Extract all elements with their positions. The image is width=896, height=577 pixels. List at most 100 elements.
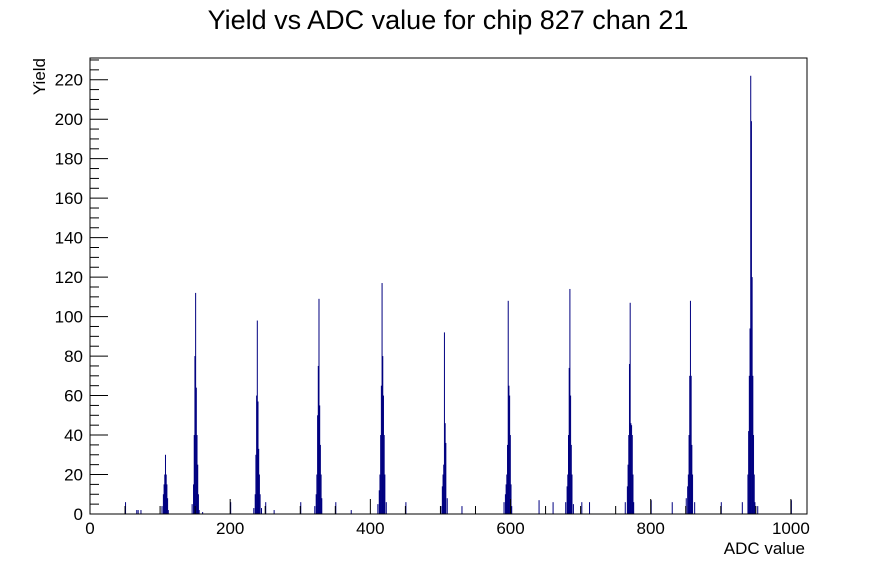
histogram-bar bbox=[256, 395, 258, 514]
histogram-bar bbox=[317, 365, 319, 514]
histogram-bar bbox=[506, 474, 508, 514]
histogram-bar bbox=[628, 363, 630, 514]
y-tick-label: 20 bbox=[64, 466, 83, 485]
histogram-bar bbox=[257, 401, 259, 514]
histogram-bar bbox=[565, 502, 567, 514]
histogram-bar bbox=[445, 442, 447, 514]
histogram-bar bbox=[626, 486, 628, 514]
histogram-bar bbox=[164, 474, 166, 514]
histogram-bar bbox=[319, 444, 321, 514]
histogram-bar bbox=[569, 288, 571, 514]
histogram-bar bbox=[197, 464, 199, 514]
histogram-bar bbox=[446, 498, 448, 514]
histogram-bar bbox=[689, 300, 691, 514]
histogram-bar bbox=[265, 502, 267, 514]
histogram-bar bbox=[751, 277, 753, 514]
histogram-bar bbox=[378, 490, 380, 514]
histogram-bar bbox=[162, 494, 164, 514]
y-tick-label: 0 bbox=[74, 505, 83, 524]
histogram-bar bbox=[567, 474, 569, 514]
histogram-bar bbox=[193, 484, 195, 514]
histogram-bar bbox=[195, 387, 197, 514]
histogram-bar bbox=[753, 435, 755, 514]
histogram-bar bbox=[319, 405, 321, 514]
histogram-bar bbox=[256, 320, 258, 514]
histogram-bar bbox=[385, 502, 387, 514]
histogram-bar bbox=[507, 300, 509, 514]
y-tick-label: 220 bbox=[55, 71, 83, 90]
histogram-bar bbox=[624, 502, 626, 514]
histogram-bar bbox=[508, 385, 510, 514]
x-tick-label: 0 bbox=[85, 519, 94, 538]
histogram-bar bbox=[511, 506, 513, 514]
histogram-bar bbox=[140, 510, 142, 514]
histogram-bar bbox=[441, 486, 443, 514]
histogram-bar bbox=[255, 454, 257, 514]
histogram-bar bbox=[442, 474, 444, 514]
histogram-bar bbox=[566, 486, 568, 514]
chart-title: Yield vs ADC value for chip 827 chan 21 bbox=[208, 5, 689, 35]
histogram-bars bbox=[125, 75, 792, 515]
histogram-bar bbox=[689, 375, 691, 514]
histogram-bar bbox=[748, 431, 750, 514]
histogram-bar bbox=[741, 502, 743, 514]
histogram-bar bbox=[163, 484, 165, 514]
histogram-bar bbox=[538, 500, 540, 514]
y-tick-label: 80 bbox=[64, 347, 83, 366]
histogram-bar bbox=[749, 328, 751, 514]
histogram-bar bbox=[630, 423, 632, 514]
histogram-bar bbox=[581, 502, 583, 514]
y-tick-label: 200 bbox=[55, 110, 83, 129]
y-tick-label: 160 bbox=[55, 189, 83, 208]
histogram-bar bbox=[552, 502, 554, 514]
histogram-bar bbox=[383, 435, 385, 514]
histogram-bar bbox=[747, 474, 749, 514]
histogram-bar bbox=[137, 510, 139, 514]
histogram-bar bbox=[258, 474, 260, 514]
histogram-bar bbox=[629, 302, 631, 514]
histogram-bar bbox=[230, 502, 232, 514]
histogram-bar bbox=[752, 375, 754, 514]
histogram-bar bbox=[504, 494, 506, 514]
histogram-bar bbox=[633, 502, 635, 514]
histogram-bar bbox=[571, 474, 573, 514]
y-tick-label: 100 bbox=[55, 308, 83, 327]
x-tick-label: 600 bbox=[496, 519, 524, 538]
histogram-bar bbox=[688, 435, 690, 514]
histogram-bar bbox=[503, 502, 505, 514]
histogram-bar bbox=[687, 474, 689, 514]
histogram-bar bbox=[166, 484, 168, 514]
histogram-bar bbox=[690, 375, 692, 514]
histogram-bar bbox=[568, 435, 569, 514]
x-tick-label: 200 bbox=[216, 519, 244, 538]
histogram-bar bbox=[790, 500, 792, 514]
histogram-bar bbox=[379, 474, 381, 514]
y-tick-label: 120 bbox=[55, 268, 83, 287]
histogram-bar bbox=[191, 504, 193, 514]
histogram-bar bbox=[320, 474, 322, 514]
histogram-bar bbox=[164, 454, 166, 514]
histogram-bar bbox=[254, 494, 256, 514]
histogram-bar bbox=[196, 435, 198, 514]
histogram-bar bbox=[631, 425, 633, 514]
histogram-bar bbox=[335, 502, 337, 514]
histogram-bar bbox=[509, 435, 511, 514]
histogram-bar bbox=[198, 510, 200, 514]
histogram-bar bbox=[631, 435, 633, 514]
x-tick-label: 400 bbox=[356, 519, 384, 538]
histogram-bar bbox=[694, 502, 696, 514]
histogram-bar bbox=[259, 494, 261, 514]
histogram-bar bbox=[687, 486, 689, 514]
histogram-bar bbox=[750, 75, 752, 515]
histogram-bar bbox=[757, 506, 759, 514]
histogram-bar bbox=[202, 512, 204, 514]
histogram-bar bbox=[507, 444, 509, 514]
histogram-bar bbox=[443, 332, 445, 514]
histogram-bar bbox=[197, 494, 199, 514]
y-tick-label: 40 bbox=[64, 426, 83, 445]
histogram-bar bbox=[443, 464, 445, 514]
histogram-bar bbox=[748, 375, 750, 514]
histogram-bar bbox=[314, 506, 316, 514]
histogram-bar bbox=[167, 510, 169, 514]
